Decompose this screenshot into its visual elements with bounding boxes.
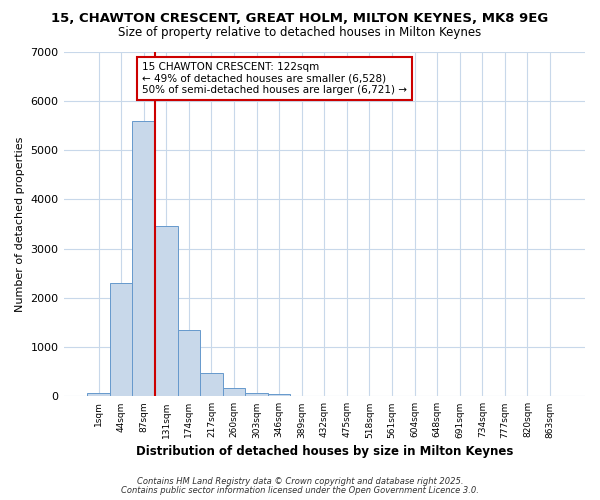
Text: Contains HM Land Registry data © Crown copyright and database right 2025.: Contains HM Land Registry data © Crown c… xyxy=(137,478,463,486)
Text: Contains public sector information licensed under the Open Government Licence 3.: Contains public sector information licen… xyxy=(121,486,479,495)
Bar xyxy=(245,393,268,396)
Bar xyxy=(110,283,133,397)
Bar xyxy=(87,392,110,396)
Bar xyxy=(133,122,155,396)
Text: 15, CHAWTON CRESCENT, GREAT HOLM, MILTON KEYNES, MK8 9EG: 15, CHAWTON CRESCENT, GREAT HOLM, MILTON… xyxy=(52,12,548,26)
Bar xyxy=(200,373,223,396)
Text: 15 CHAWTON CRESCENT: 122sqm
← 49% of detached houses are smaller (6,528)
50% of : 15 CHAWTON CRESCENT: 122sqm ← 49% of det… xyxy=(142,62,407,95)
Bar xyxy=(178,330,200,396)
Bar xyxy=(155,226,178,396)
Bar xyxy=(268,394,290,396)
Text: Size of property relative to detached houses in Milton Keynes: Size of property relative to detached ho… xyxy=(118,26,482,39)
Y-axis label: Number of detached properties: Number of detached properties xyxy=(15,136,25,312)
X-axis label: Distribution of detached houses by size in Milton Keynes: Distribution of detached houses by size … xyxy=(136,444,513,458)
Bar xyxy=(223,388,245,396)
